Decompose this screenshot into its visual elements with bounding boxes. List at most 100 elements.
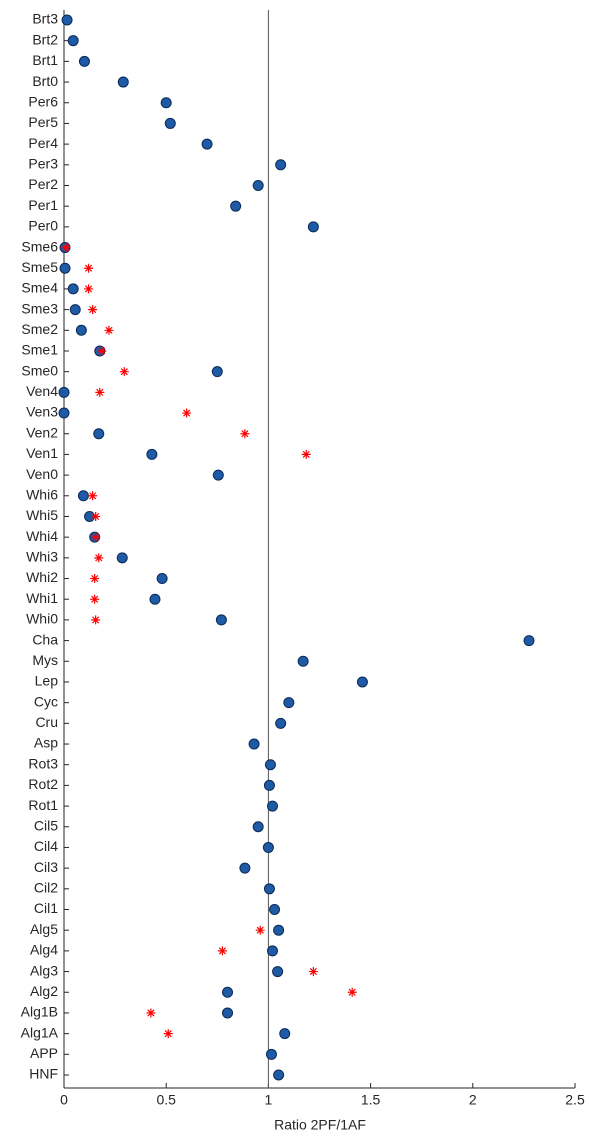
x-tick-label: 2.5 [565,1092,585,1108]
circle-point [264,759,276,771]
circle-point [59,262,71,274]
y-tick-label: Whi6 [26,486,58,502]
y-tick-label: Whi3 [26,549,58,565]
y-tick-label: Ven4 [26,383,58,399]
circle-point [265,1048,277,1060]
circle-point [307,221,319,233]
y-tick-label: Per2 [28,176,58,192]
circle-point [279,1028,291,1040]
asterisk-point [88,491,98,501]
y-tick-label: Cil3 [34,859,58,875]
y-tick-label: Alg2 [30,983,58,999]
y-tick-label: Per1 [28,197,58,213]
asterisk-point [308,967,318,977]
y-tick-label: Alg3 [30,962,58,978]
y-tick-label: Brt3 [32,11,58,27]
y-tick-label: Asp [34,735,58,751]
circle-point [212,469,224,481]
y-tick-label: Brt0 [32,73,58,89]
asterisk-point [91,511,101,521]
x-tick-label: 2 [469,1092,477,1108]
y-tick-label: Sme3 [21,300,58,316]
circle-point [222,986,234,998]
y-tick-label: Cru [35,714,58,730]
circle-point [272,966,284,978]
circle-point [156,573,168,585]
y-tick-label: Sme0 [21,362,58,378]
circle-point [67,35,79,47]
circle-point [283,697,295,709]
circle-point [275,159,287,171]
asterisk-point [347,987,357,997]
y-tick-label: Per0 [28,218,58,234]
asterisk-point [84,284,94,294]
y-tick-label: Ven1 [26,445,58,461]
y-tick-label: Cil5 [34,817,58,833]
circle-point [266,800,278,812]
circle-point [78,55,90,67]
y-tick-label: Brt2 [32,31,58,47]
circle-point [262,841,274,853]
y-tick-label: Per5 [28,114,58,130]
asterisk-point [91,532,101,542]
y-tick-label: Sme6 [21,238,58,254]
asterisk-point [61,243,71,253]
circle-point [356,676,368,688]
y-tick-label: Cha [32,631,58,647]
y-tick-label: Rot2 [28,776,58,792]
y-tick-label: Cil2 [34,880,58,896]
y-tick-label: Whi1 [26,590,58,606]
circle-point [117,76,129,88]
y-tick-label: Cil4 [34,838,58,854]
asterisk-point [94,553,104,563]
circle-point [93,428,105,440]
circle-point [67,283,79,295]
y-tick-label: Lep [35,673,59,689]
circle-point [61,14,73,26]
circle-point [269,904,281,916]
y-tick-label: Rot1 [28,797,58,813]
asterisk-point [88,305,98,315]
circle-point [211,366,223,378]
asterisk-point [90,594,100,604]
y-tick-label: Ven0 [26,466,58,482]
circle-point [149,593,161,605]
y-tick-label: Alg4 [30,942,58,958]
asterisk-point [301,449,311,459]
circle-point [263,883,275,895]
circle-point [275,717,287,729]
circle-point [297,655,309,667]
circle-point [69,304,81,316]
circle-point [201,138,213,150]
y-tick-label: Ven3 [26,404,58,420]
circle-point [230,200,242,212]
y-tick-label: Sme1 [21,342,58,358]
y-tick-label: Sme4 [21,280,58,296]
asterisk-point [90,574,100,584]
asterisk-point [240,429,250,439]
asterisk-point [97,346,107,356]
circle-point [164,117,176,129]
circle-point [273,1069,285,1081]
y-tick-label: Sme2 [21,321,58,337]
y-tick-label: Whi2 [26,569,58,585]
circle-point [252,821,264,833]
circle-point [222,1007,234,1019]
asterisk-point [182,408,192,418]
circle-point [116,552,128,564]
asterisk-point [255,925,265,935]
asterisk-point [119,367,129,377]
y-tick-label: Alg5 [30,921,58,937]
circle-point [248,738,260,750]
y-tick-label: Mys [32,652,58,668]
y-tick-label: Brt1 [32,52,58,68]
y-tick-label: HNF [29,1066,58,1082]
y-tick-label: Ven2 [26,424,58,440]
y-tick-label: Cyc [34,693,58,709]
circle-point [160,97,172,109]
y-tick-label: Whi0 [26,611,58,627]
asterisk-point [146,1008,156,1018]
asterisk-point [91,615,101,625]
y-tick-label: Whi5 [26,507,58,523]
